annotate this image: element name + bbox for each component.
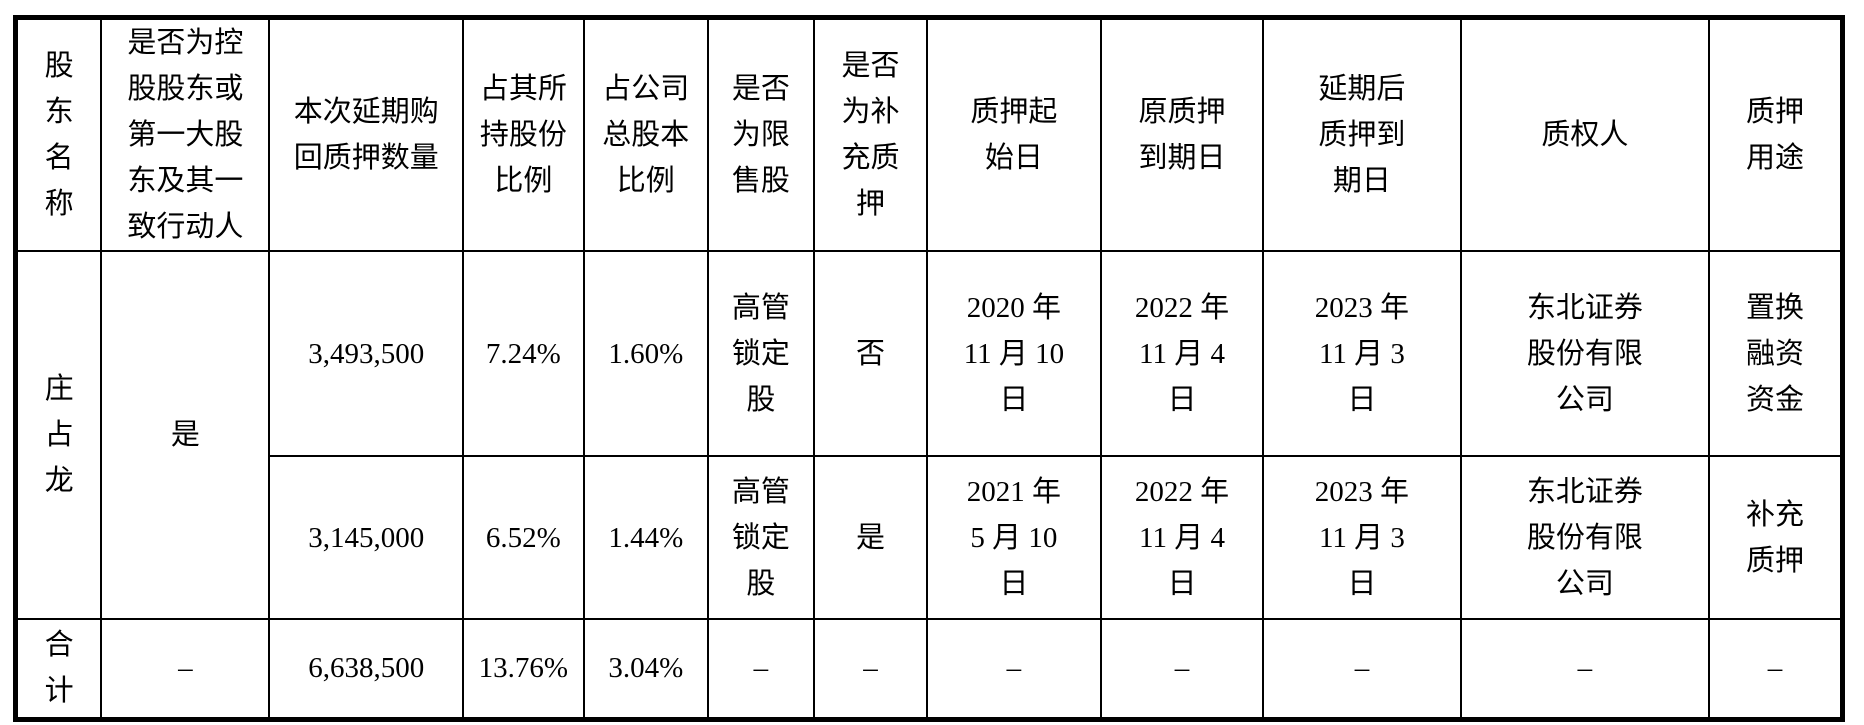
supplementary-cell: 是 [812, 455, 929, 620]
col-header-pct-of-total: 占公司 总股本 比例 [582, 16, 709, 252]
extended-expiry-cell: 2023 年 11 月 3 日 [1262, 455, 1462, 620]
col-header-pct-of-holdings: 占其所 持股份 比例 [462, 16, 585, 252]
restricted-type-cell: 高管 锁定 股 [706, 250, 815, 457]
total-purpose-cell: – [1708, 618, 1844, 720]
pledge-table: 股 东 名 称 是否为控 股股东或 第一大股 东及其一 致行动人 本次延期购 回… [13, 15, 1845, 722]
restricted-type-cell: 高管 锁定 股 [706, 455, 815, 620]
pct-total-cell: 1.60% [582, 250, 709, 457]
pct-holdings-cell: 6.52% [462, 455, 585, 620]
pledgee-cell: 东北证券 股份有限 公司 [1459, 455, 1711, 620]
col-header-extended-expiry: 延期后 质押到 期日 [1262, 16, 1462, 252]
total-extended-expiry-cell: – [1262, 618, 1462, 720]
supplementary-cell: 否 [812, 250, 929, 457]
total-controlling-cell: – [100, 618, 271, 720]
col-header-is-controlling: 是否为控 股股东或 第一大股 东及其一 致行动人 [100, 16, 271, 252]
total-restricted-cell: – [706, 618, 815, 720]
shareholder-name-cell: 庄 占 龙 [14, 250, 103, 620]
total-row: 合 计 – 6,638,500 13.76% 3.04% – – – – – –… [14, 618, 1844, 720]
col-header-pledge-start: 质押起 始日 [926, 16, 1102, 252]
quantity-cell: 3,493,500 [268, 250, 465, 457]
pct-holdings-cell: 7.24% [462, 250, 585, 457]
col-header-pledgee: 质权人 [1459, 16, 1711, 252]
total-pct-total-cell: 3.04% [582, 618, 709, 720]
total-original-expiry-cell: – [1099, 618, 1265, 720]
col-header-is-restricted: 是否 为限 售股 [706, 16, 815, 252]
total-start-date-cell: – [926, 618, 1102, 720]
controlling-cell: 是 [100, 250, 271, 620]
col-header-is-supplementary: 是否 为补 充质 押 [812, 16, 929, 252]
purpose-cell: 置换 融资 资金 [1708, 250, 1844, 457]
quantity-cell: 3,145,000 [268, 455, 465, 620]
total-supplementary-cell: – [812, 618, 929, 720]
pct-total-cell: 1.44% [582, 455, 709, 620]
col-header-purpose: 质押 用途 [1708, 16, 1844, 252]
header-row: 股 东 名 称 是否为控 股股东或 第一大股 东及其一 致行动人 本次延期购 回… [14, 16, 1844, 252]
total-pct-holdings-cell: 13.76% [462, 618, 585, 720]
extended-expiry-cell: 2023 年 11 月 3 日 [1262, 250, 1462, 457]
col-header-deferred-quantity: 本次延期购 回质押数量 [268, 16, 465, 252]
start-date-cell: 2020 年 11 月 10 日 [926, 250, 1102, 457]
data-row-2: 3,145,000 6.52% 1.44% 高管 锁定 股 是 2021 年 5… [16, 455, 1844, 620]
start-date-cell: 2021 年 5 月 10 日 [926, 455, 1102, 620]
data-row-1: 庄 占 龙 是 3,493,500 7.24% 1.60% 高管 锁定 股 否 … [14, 250, 1844, 620]
col-header-shareholder-name: 股 东 名 称 [14, 16, 103, 252]
original-expiry-cell: 2022 年 11 月 4 日 [1099, 455, 1265, 620]
total-pledgee-cell: – [1459, 618, 1711, 720]
col-header-original-expiry: 原质押 到期日 [1099, 16, 1265, 252]
original-expiry-cell: 2022 年 11 月 4 日 [1099, 250, 1265, 457]
purpose-cell: 补充 质押 [1708, 455, 1844, 620]
total-label-cell: 合 计 [14, 618, 103, 720]
total-quantity-cell: 6,638,500 [268, 618, 465, 720]
pledgee-cell: 东北证券 股份有限 公司 [1459, 250, 1711, 457]
